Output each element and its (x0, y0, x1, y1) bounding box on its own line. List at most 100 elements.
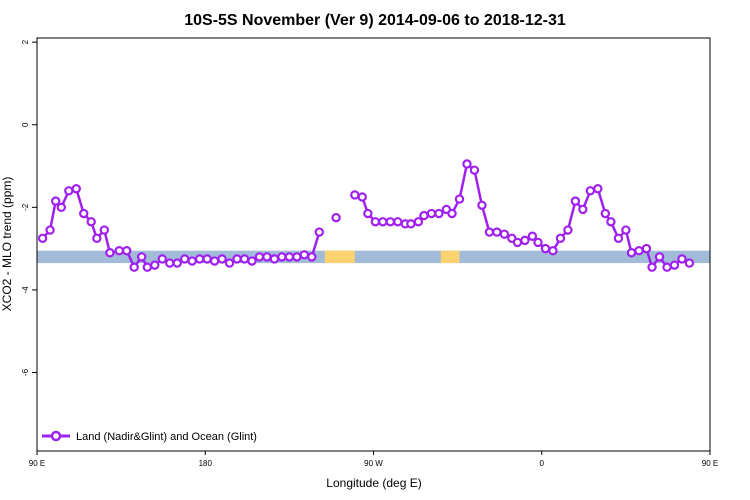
legend-marker (50, 430, 62, 442)
data-point (606, 217, 616, 227)
data-point (232, 254, 242, 264)
data-point (122, 245, 132, 256)
data-point (86, 217, 96, 227)
data-point (600, 208, 611, 219)
data-point (540, 243, 551, 254)
data-point (357, 192, 367, 202)
x-tick-label: 90 E (29, 459, 45, 468)
y-tick-label: -4 (21, 286, 30, 294)
data-point (92, 233, 102, 244)
data-point (654, 252, 665, 262)
data-point (669, 260, 680, 270)
data-point (129, 262, 139, 272)
data-point (363, 208, 373, 219)
data-point (634, 245, 644, 256)
data-point (585, 186, 596, 196)
data-point (492, 227, 502, 237)
data-point (570, 196, 581, 206)
land-band (324, 250, 355, 264)
data-point (299, 250, 310, 260)
data-point (484, 227, 495, 237)
data-point (548, 245, 558, 256)
land-band (440, 250, 460, 264)
data-point (419, 210, 429, 221)
data-point (454, 194, 465, 204)
data-point (142, 262, 152, 272)
data-point (393, 217, 403, 227)
data-point (239, 254, 250, 264)
data-point (593, 184, 603, 194)
data-point (370, 217, 381, 227)
data-point (626, 248, 637, 258)
data-point (578, 204, 588, 215)
data-point (224, 258, 235, 268)
data-point (292, 252, 302, 262)
data-point (247, 256, 257, 266)
plot-frame (36, 37, 711, 452)
data-point (406, 219, 416, 229)
data-point (499, 229, 510, 239)
data-point (477, 200, 487, 210)
data-point (64, 186, 74, 196)
data-point (50, 196, 61, 206)
data-point (150, 260, 160, 270)
data-point (385, 217, 396, 227)
axes: 2 0 -2 -4 -6 90 E 180 90 W 0 90 E (21, 39, 718, 468)
data-point (202, 254, 212, 264)
data-point (426, 208, 437, 219)
data-point (520, 235, 530, 246)
data-point (533, 237, 543, 248)
data-point (307, 252, 317, 262)
data-point (284, 252, 295, 262)
data-point (217, 254, 227, 264)
data-point (172, 258, 182, 268)
data-point (647, 262, 657, 272)
data-point (469, 165, 480, 175)
data-point (555, 233, 566, 244)
data-point (114, 245, 124, 256)
data-point (512, 237, 523, 248)
chart-title: 10S-5S November (Ver 9) 2014-09-06 to 20… (184, 12, 566, 29)
x-tick-label: 90 W (364, 459, 383, 468)
data-point (254, 252, 265, 262)
y-tick-label: -6 (21, 368, 30, 376)
data-point (462, 159, 472, 169)
data-point (209, 256, 220, 266)
data-point (45, 225, 55, 235)
x-axis-label: Longitude (deg E) (326, 476, 421, 490)
data-point (262, 252, 272, 262)
data-point (165, 258, 175, 268)
data-point (350, 190, 360, 200)
y-tick-label: -2 (21, 203, 30, 211)
legend-label: Land (Nadir&Glint) and Ocean (Glint) (76, 431, 257, 443)
data-point (621, 225, 631, 235)
data-point (187, 256, 197, 266)
data-point (71, 184, 81, 194)
data-point (613, 233, 624, 244)
data-point (314, 227, 324, 237)
data-point (37, 233, 48, 244)
data-point (136, 252, 147, 262)
data-point (563, 225, 573, 235)
legend: Land (Nadir&Glint) and Ocean (Glint) (42, 430, 257, 443)
data-point (677, 254, 687, 264)
data-point (157, 254, 167, 264)
data-point (179, 254, 190, 264)
data-point (277, 252, 287, 262)
data-point (447, 208, 457, 219)
data-point (378, 217, 388, 227)
data-point (434, 208, 444, 219)
x-tick-label: 0 (540, 459, 545, 468)
y-tick-label: 0 (21, 122, 30, 127)
y-axis-label: XCO2 - MLO trend (ppm) (0, 177, 14, 312)
y-tick-label: 2 (21, 39, 30, 44)
data-point (527, 231, 538, 241)
data-point (662, 262, 672, 272)
data-point (99, 225, 110, 235)
data-point (641, 243, 652, 254)
data-point (56, 202, 67, 213)
data-point (269, 254, 280, 264)
data-point (194, 254, 205, 264)
data-point (105, 248, 115, 258)
